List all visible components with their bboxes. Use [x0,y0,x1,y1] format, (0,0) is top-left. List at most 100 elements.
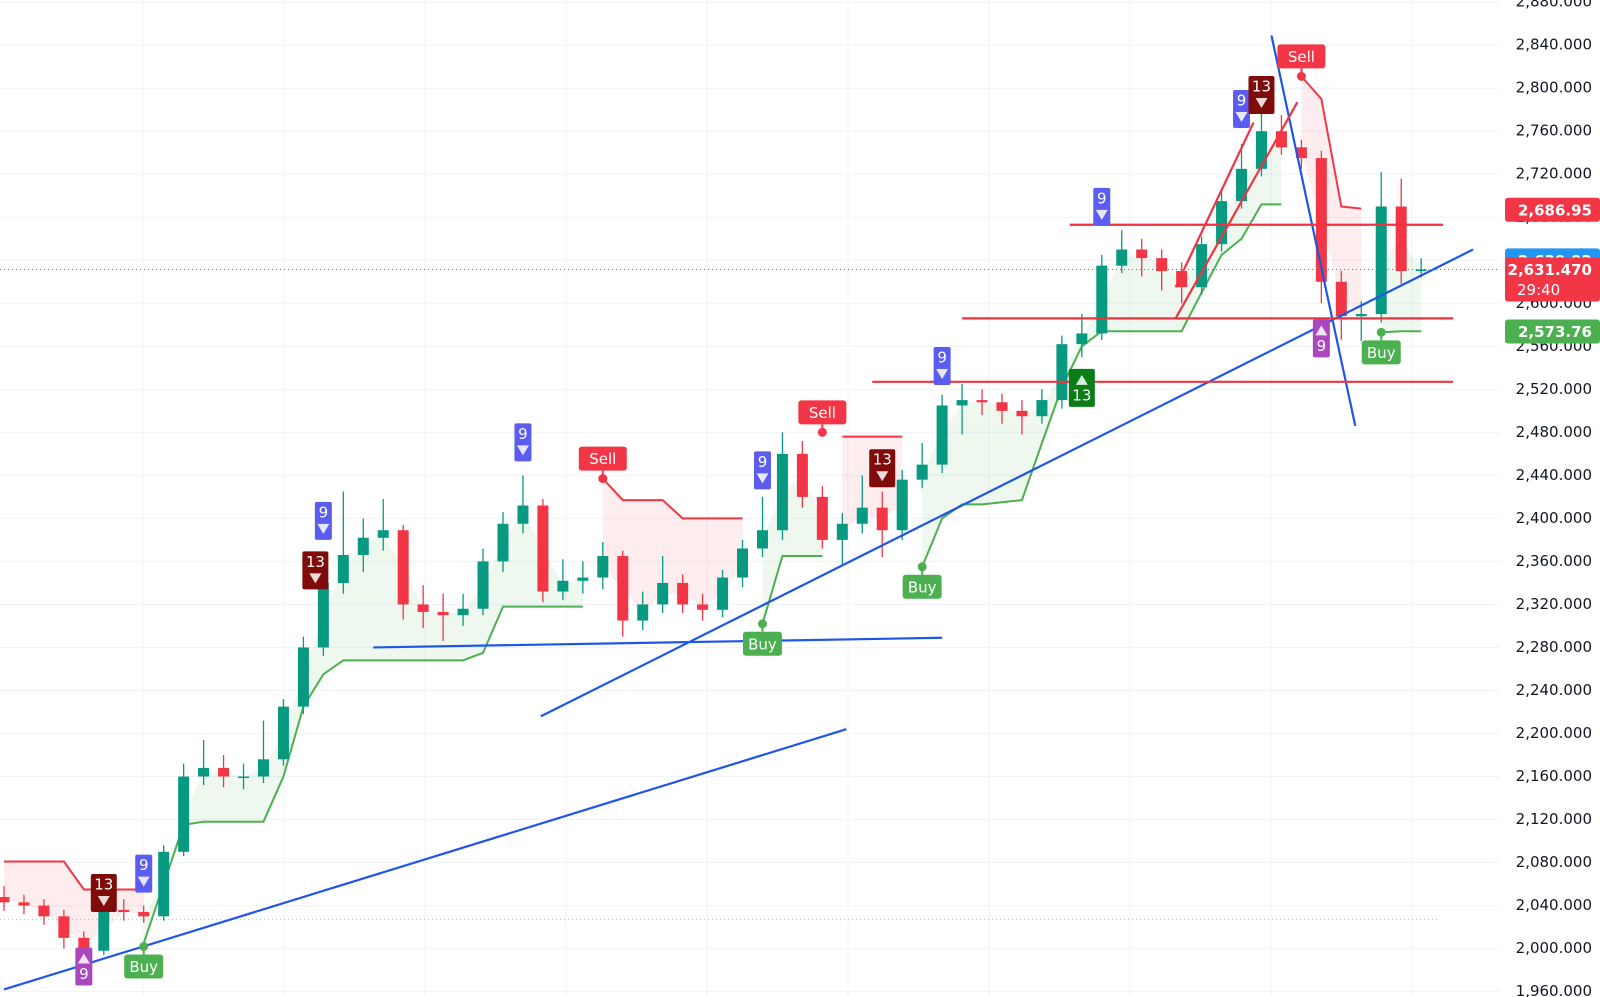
signal-box [1312,319,1330,358]
signal-arrow [1255,98,1268,109]
signal: Buy [1361,327,1401,365]
signal-arrow [97,896,110,907]
signal-label: Sell [809,404,836,422]
y-tick-label: 2,240.000 [1516,681,1592,699]
signal-arrow [1075,374,1088,385]
signal-box [75,947,93,986]
candle-body [277,706,289,760]
candle-body [836,523,848,540]
candle-body [697,604,709,610]
signal-label: 9 [319,503,329,521]
signal-label: 9 [1097,189,1107,207]
signal-label: Buy [129,958,158,976]
candle-body [1196,244,1208,288]
candle-body [18,902,30,906]
signal: 13 [869,449,896,488]
signal-box [1277,44,1326,69]
y-tick-label: 2,120.000 [1516,810,1592,828]
candle-body [1116,249,1128,266]
candle-body [58,916,70,938]
candle-body [756,530,768,549]
trend-down-line [4,75,1362,891]
candle-body [537,505,549,592]
candle-body [1415,269,1427,272]
trendline [373,636,943,649]
candle-body [1275,131,1287,148]
candle-body [38,905,50,917]
candle-body [637,604,649,621]
trendline [1270,35,1357,427]
candle-body [297,647,309,707]
candle-body [1056,344,1068,401]
y-tick-label: 2,000.000 [1516,939,1592,957]
candle-body [377,530,389,538]
signal-box [798,400,847,425]
candle-body [437,611,449,616]
candle-body [497,523,509,562]
y-tick-label: 1,960.000 [1516,982,1592,997]
signal: Buy [124,941,164,979]
signal-arrow [756,473,769,484]
signal-label: 13 [94,876,113,894]
candle-body [0,896,10,903]
candle-body [218,767,230,777]
signal-label: Buy [1367,344,1396,362]
trend-fill [922,139,1282,567]
signal-box [302,551,329,590]
signal: 9 [1233,89,1251,128]
signal-arrow [1315,325,1328,336]
candle-body [1255,131,1267,169]
candle-body [1335,281,1347,317]
candle-body [1216,201,1228,245]
signal-box [933,347,951,386]
signal-arrow [1095,209,1108,220]
signal: 9 [1312,319,1330,358]
candle-body [737,548,749,578]
signal-label: 13 [1252,78,1271,96]
candle-body [936,405,948,465]
candle-body [1355,314,1367,317]
y-tick-label: 2,480.000 [1516,423,1592,441]
y-tick-label: 2,080.000 [1516,853,1592,871]
signal-box [1068,368,1095,407]
candle-body [657,582,669,605]
signal-arrow [936,369,949,380]
signal-label: Buy [908,578,937,596]
trendline [1174,101,1299,319]
signal-label: Sell [589,450,616,468]
signal-box [1233,89,1251,128]
candle-body [397,530,409,605]
price-label-box [1505,319,1600,344]
signal-box [514,423,532,462]
signal-arrow [137,876,150,887]
signal: 13 [90,874,117,913]
signal: 13 [1248,76,1275,115]
signal-arrow [516,445,529,456]
signal-box [869,449,896,488]
y-tick-label: 2,160.000 [1516,767,1592,785]
signal: 9 [1093,187,1111,226]
candle-body [896,479,908,531]
candle-body [158,851,170,917]
candle-body [876,507,888,531]
trend-fill [602,478,743,613]
price-label: 2,631.470 [1508,261,1592,279]
candle-body [996,402,1008,411]
signal: Sell [1277,44,1326,81]
candle-body [816,496,828,540]
candle-body [257,759,269,777]
signal-label: 13 [1072,386,1091,404]
signal-label: Buy [748,635,777,653]
trend-up-line [142,203,1422,944]
trendline [1174,122,1255,288]
signal: 9 [933,347,951,386]
candle-body [1036,400,1048,417]
y-tick-label: 2,360.000 [1516,552,1592,570]
signal: Buy [902,562,942,599]
signal-label: 13 [873,451,892,469]
candle-body [178,776,190,852]
signal-box [90,874,117,913]
candle-body [337,554,349,583]
